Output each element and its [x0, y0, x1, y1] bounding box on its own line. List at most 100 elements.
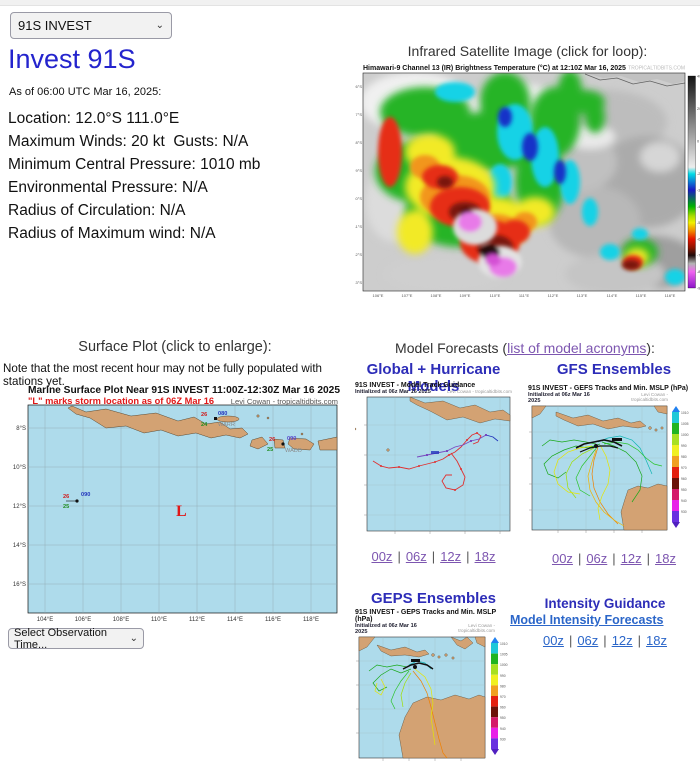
svg-text:113°E: 113°E: [577, 293, 588, 298]
svg-text:25: 25: [63, 504, 69, 510]
svg-text:24: 24: [201, 422, 208, 428]
satellite-image[interactable]: Himawari-9 Channel 13 (IR) Brightness Te…: [355, 62, 700, 304]
svg-text:990: 990: [681, 444, 687, 448]
land-indonesia-australia: [531, 405, 668, 531]
track-init-line: Initialized at 06z Mar 16 2025: [355, 389, 431, 395]
detail-env-pressure: Environmental Pressure: N/A: [8, 179, 208, 196]
track-panel-heading: Global + Hurricane Models: [366, 361, 501, 395]
svg-text:20: 20: [697, 107, 700, 111]
intensity-link-00z[interactable]: 00z: [542, 633, 564, 648]
gefs-link-12z[interactable]: 12z: [620, 551, 642, 566]
detail-min-pressure: Minimum Central Pressure: 1010 mb: [8, 156, 261, 173]
svg-text:112°E: 112°E: [189, 617, 205, 623]
track-link-18z[interactable]: 18z: [474, 549, 496, 564]
chevron-down-icon: ⌄: [129, 632, 138, 644]
svg-text:8°S: 8°S: [16, 426, 26, 432]
svg-text:104°E: 104°E: [37, 617, 53, 623]
svg-text:114°E: 114°E: [227, 617, 243, 623]
geps-credit: Levi Cowan - tropicaltidbits.com: [458, 623, 495, 633]
svg-text:26: 26: [63, 494, 69, 500]
satellite-section-title: Infrared Satellite Image (click for loop…: [407, 43, 648, 59]
geps-image-title: 91S INVEST - GEPS Tracks and Min. MSLP (…: [355, 609, 497, 623]
svg-text:109°E: 109°E: [460, 293, 471, 298]
satellite-colorbar: 40 20 0 -20 -30 -40 -50 -60 -70 -80 -90: [687, 75, 700, 290]
surface-x-axis: 104°E 106°E 108°E 110°E 112°E 114°E 116°E 11…: [37, 617, 319, 623]
detail-max-winds: Maximum Winds: 20 kt Gusts: N/A: [8, 133, 249, 150]
surface-plot-credit: Levi Cowan - tropicaltidbits.com: [230, 397, 338, 406]
svg-text:12°S: 12°S: [13, 504, 26, 510]
intensity-run-links: 00z | 06z | 12z | 18z: [542, 633, 668, 648]
svg-text:111°E: 111°E: [519, 293, 530, 298]
svg-text:1000: 1000: [500, 663, 508, 667]
gefs-link-18z[interactable]: 18z: [655, 551, 677, 566]
svg-text:110°E: 110°E: [490, 293, 501, 298]
svg-text:40: 40: [697, 75, 700, 79]
model-intensity-forecasts-link[interactable]: Model Intensity Forecasts: [510, 613, 664, 627]
svg-text:14°S: 14°S: [13, 543, 26, 549]
gefs-colorbar: 1010 1005 1000 990 980 970 960 950 940 930: [672, 406, 689, 528]
svg-text:10°S: 10°S: [13, 465, 26, 471]
svg-text:940: 940: [681, 499, 687, 503]
storm-location-marker: L: [176, 503, 187, 520]
svg-text:-40: -40: [697, 205, 700, 209]
svg-text:118°E: 118°E: [303, 617, 319, 623]
gefs-image[interactable]: 91S INVEST - GEFS Tracks and Min. MSLP (…: [528, 385, 700, 544]
station-plot-c: 26 090 25 WADD: [267, 436, 302, 454]
observation-time-value: Select Observation Time...: [14, 626, 107, 651]
surface-plot-subtitle: "L" marks storm location as of 06Z Mar 1…: [28, 396, 215, 406]
track-link-12z[interactable]: 12z: [440, 549, 462, 564]
gefs-image-title: 91S INVEST - GEFS Tracks and Min. MSLP (…: [528, 385, 689, 392]
surface-y-axis: 8°S 10°S 12°S 14°S 16°S: [13, 426, 26, 588]
satellite-image-title: Himawari-9 Channel 13 (IR) Brightness Te…: [363, 64, 626, 72]
intensity-link-12z[interactable]: 12z: [611, 633, 633, 648]
land-indonesia-australia: [358, 636, 486, 759]
axis-ticks: [364, 424, 501, 534]
model-acronyms-link[interactable]: list of model acronyms: [507, 340, 647, 356]
svg-text:-70: -70: [697, 254, 700, 258]
intensity-link-18z[interactable]: 18z: [646, 633, 668, 648]
svg-text:26: 26: [269, 437, 275, 443]
svg-text:116°E: 116°E: [665, 293, 676, 298]
svg-text:8°S: 8°S: [356, 140, 363, 145]
gefs-credit: Levi Cowan - tropicaltidbits.com: [631, 392, 668, 402]
svg-text:960: 960: [681, 477, 687, 481]
ensemble-tracks: [541, 435, 663, 527]
svg-text:980: 980: [681, 455, 687, 459]
svg-text:110°E: 110°E: [151, 617, 167, 623]
surface-plot-image-title: Marine Surface Plot Near 91S INVEST 11:0…: [28, 385, 340, 396]
gefs-link-06z[interactable]: 06z: [586, 551, 608, 566]
svg-text:116°E: 116°E: [265, 617, 281, 623]
svg-text:10°S: 10°S: [355, 196, 362, 201]
track-link-00z[interactable]: 00z: [371, 549, 393, 564]
surface-plot-section-title: Surface Plot (click to enlarge):: [78, 339, 272, 355]
svg-text:12°S: 12°S: [355, 252, 362, 257]
gefs-run-links: 00z | 06z | 12z | 18z: [551, 551, 677, 566]
surface-plot-map[interactable]: 26 090 25 26 080 24 WARR 26 090 25 WADD …: [6, 404, 339, 626]
top-divider: [0, 0, 700, 6]
gefs-link-00z[interactable]: 00z: [551, 551, 573, 566]
svg-text:1005: 1005: [500, 653, 508, 657]
track-start-cluster: [575, 438, 623, 453]
models-title-prefix: Model Forecasts (: [395, 340, 508, 356]
models-section-title: Model Forecasts (list of model acronyms)…: [350, 340, 700, 356]
svg-text:106°E: 106°E: [75, 617, 91, 623]
track-run-links: 00z | 06z | 12z | 18z: [371, 549, 496, 564]
storm-select[interactable]: 91S INVEST ⌄: [10, 12, 172, 39]
satellite-cloud-art: [363, 73, 685, 291]
observation-time-select[interactable]: Select Observation Time... ⌄: [8, 626, 144, 651]
svg-text:960: 960: [500, 706, 506, 710]
geps-colorbar: 1010 1005 1000 990 980 970 960 950 940 930: [491, 637, 508, 755]
svg-text:6°S: 6°S: [356, 84, 363, 89]
track-image-title: 91S INVEST - Model Track Guidance: [355, 382, 476, 389]
intensity-link-06z[interactable]: 06z: [577, 633, 599, 648]
track-guidance-image[interactable]: 91S INVEST - Model Track Guidance Initia…: [355, 382, 512, 541]
track-link-06z[interactable]: 06z: [405, 549, 427, 564]
detail-radius-circulation: Radius of Circulation: N/A: [8, 202, 186, 219]
geps-image[interactable]: 91S INVEST - GEPS Tracks and Min. MSLP (…: [355, 609, 512, 769]
model-tracks: [372, 432, 499, 491]
svg-text:1010: 1010: [500, 642, 508, 646]
svg-text:106°E: 106°E: [373, 293, 384, 298]
svg-text:090: 090: [81, 492, 90, 498]
svg-text:11°S: 11°S: [355, 224, 362, 229]
svg-text:080: 080: [218, 411, 227, 417]
